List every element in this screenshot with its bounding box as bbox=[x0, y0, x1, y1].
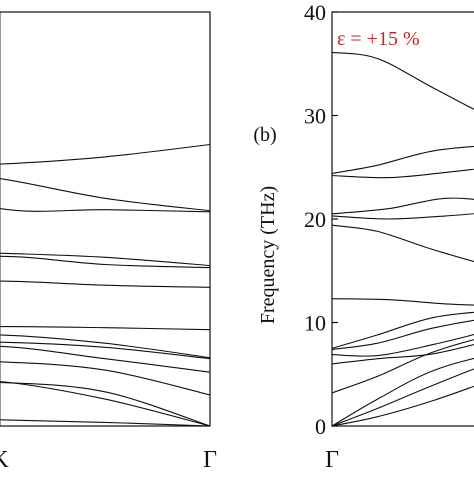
left-band-12 bbox=[0, 143, 211, 165]
left-x-tick-labels: MKΓ bbox=[0, 447, 217, 473]
right-x-tick-labels: Γ bbox=[325, 447, 339, 473]
left-band-1 bbox=[0, 419, 211, 427]
right-band-9 bbox=[331, 319, 474, 350]
right-band-13 bbox=[331, 357, 474, 427]
left-band-14 bbox=[0, 208, 211, 213]
right-y-ticks: 0 10 20 30 40 bbox=[304, 0, 338, 439]
left-band-3 bbox=[0, 380, 211, 427]
left-band-9 bbox=[0, 280, 211, 288]
right-band-10 bbox=[331, 334, 474, 357]
right-band-8 bbox=[331, 311, 474, 349]
right-band-3 bbox=[331, 168, 474, 179]
y-tick-label-0: 0 bbox=[315, 414, 326, 439]
right-band-5 bbox=[331, 213, 474, 220]
left-band-5 bbox=[0, 345, 211, 373]
panel-left-plot: MKΓ bbox=[0, 11, 217, 473]
left-band-7 bbox=[0, 334, 211, 359]
left-band-6 bbox=[0, 341, 211, 360]
strain-annotation: ε = +15 % bbox=[337, 28, 420, 50]
left-band-4 bbox=[0, 361, 211, 396]
right-band-4 bbox=[331, 197, 474, 215]
left-band-series bbox=[0, 143, 211, 427]
right-band-14 bbox=[331, 368, 474, 427]
right-band-2 bbox=[331, 145, 474, 175]
y-tick-label-10: 10 bbox=[304, 311, 326, 336]
left-band-2 bbox=[0, 381, 211, 427]
right-band-12 bbox=[331, 339, 474, 394]
y-tick-label-20: 20 bbox=[304, 207, 326, 232]
y-tick-label-40: 40 bbox=[304, 0, 326, 25]
left-x-label-2: Γ bbox=[203, 447, 217, 473]
right-band-15 bbox=[331, 385, 474, 427]
left-band-11 bbox=[0, 252, 211, 267]
left-band-8 bbox=[0, 326, 211, 331]
right-band-1 bbox=[331, 51, 474, 110]
left-band-10 bbox=[0, 255, 211, 269]
panel-label-b: (b) bbox=[253, 124, 276, 146]
left-plot-frame bbox=[0, 11, 211, 427]
y-tick-label-30: 30 bbox=[304, 104, 326, 129]
right-band-6 bbox=[331, 224, 474, 263]
y-axis-label: Frequency (THz) bbox=[257, 186, 279, 324]
right-x-label-0: Γ bbox=[325, 447, 339, 473]
panel-right-plot: 0 10 20 30 40 Γ Frequency (THz) (b) ε = +15 … bbox=[253, 0, 474, 473]
left-band-13 bbox=[0, 178, 211, 212]
right-band-series bbox=[331, 51, 474, 427]
right-band-11 bbox=[331, 344, 474, 365]
right-band-7 bbox=[331, 298, 474, 306]
left-x-label-1: K bbox=[0, 447, 9, 473]
